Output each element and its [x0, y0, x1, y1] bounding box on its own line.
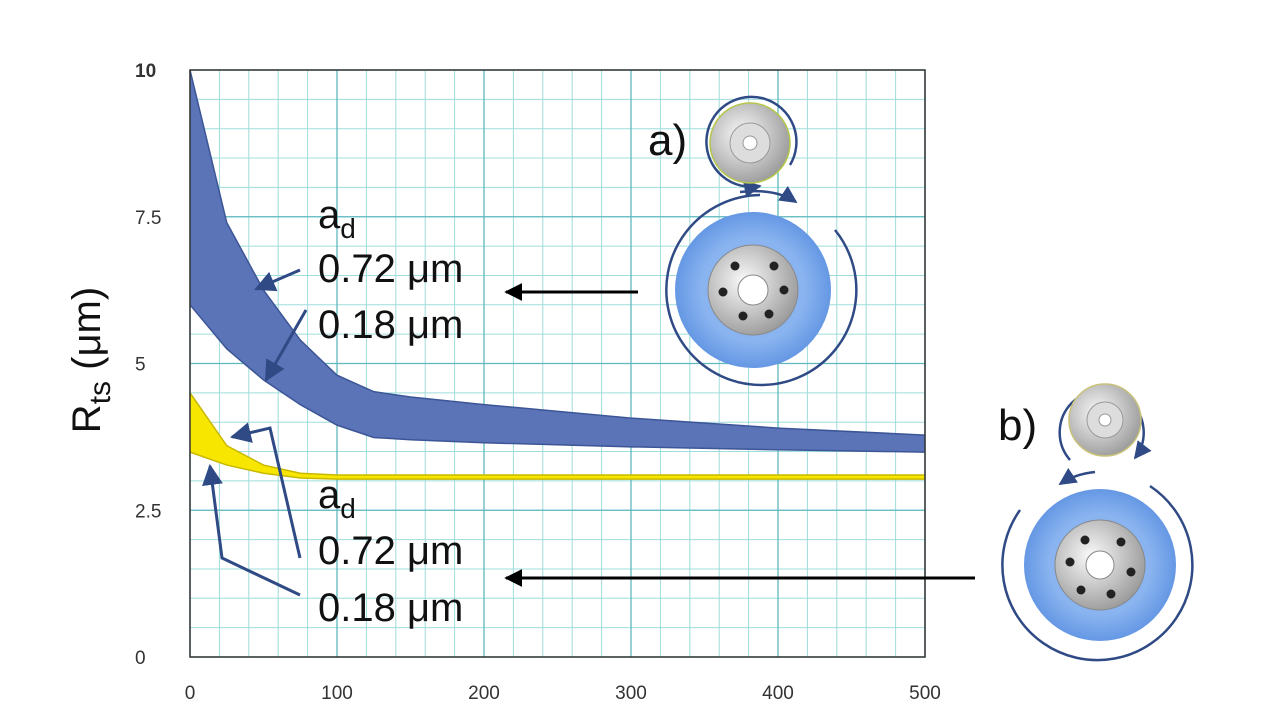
x-tick-label: 200 — [468, 683, 500, 704]
annotation-fine: 0.18 μm — [318, 303, 463, 347]
y-tick-label: 7.5 — [135, 208, 161, 229]
x-tick-label: 100 — [321, 683, 353, 704]
label-a: a) — [648, 116, 687, 165]
y-tick-label: 10 — [135, 61, 156, 82]
y-tick-label: 5 — [135, 355, 146, 376]
annotation-symbol: ad — [318, 473, 356, 524]
annotation-coarse: 0.72 μm — [318, 247, 463, 291]
plot-frame — [189, 69, 926, 658]
bands — [189, 69, 926, 480]
link-arrows — [504, 283, 975, 587]
x-tick-label: 0 — [185, 683, 196, 704]
pointer-arrows — [202, 268, 308, 597]
annotation-fine: 0.18 μm — [318, 586, 463, 630]
y-axis-label: Rts (μm) — [65, 287, 117, 433]
band-edge — [189, 392, 925, 476]
wheel-diagram-a — [665, 95, 858, 387]
band-area — [190, 392, 925, 480]
annotation-coarse: 0.72 μm — [318, 529, 463, 573]
wheel-diagram-b — [1001, 383, 1194, 662]
x-tick-label: 400 — [762, 683, 794, 704]
annotation-symbol: ad — [318, 193, 356, 244]
band-edge — [189, 304, 926, 453]
label-b: b) — [998, 401, 1037, 450]
y-tick-label: 2.5 — [135, 501, 161, 522]
band-edge — [189, 451, 925, 480]
y-tick-label: 0 — [135, 648, 146, 669]
x-tick-label: 500 — [909, 683, 941, 704]
band-edge — [189, 69, 926, 436]
x-tick-label: 300 — [615, 683, 647, 704]
